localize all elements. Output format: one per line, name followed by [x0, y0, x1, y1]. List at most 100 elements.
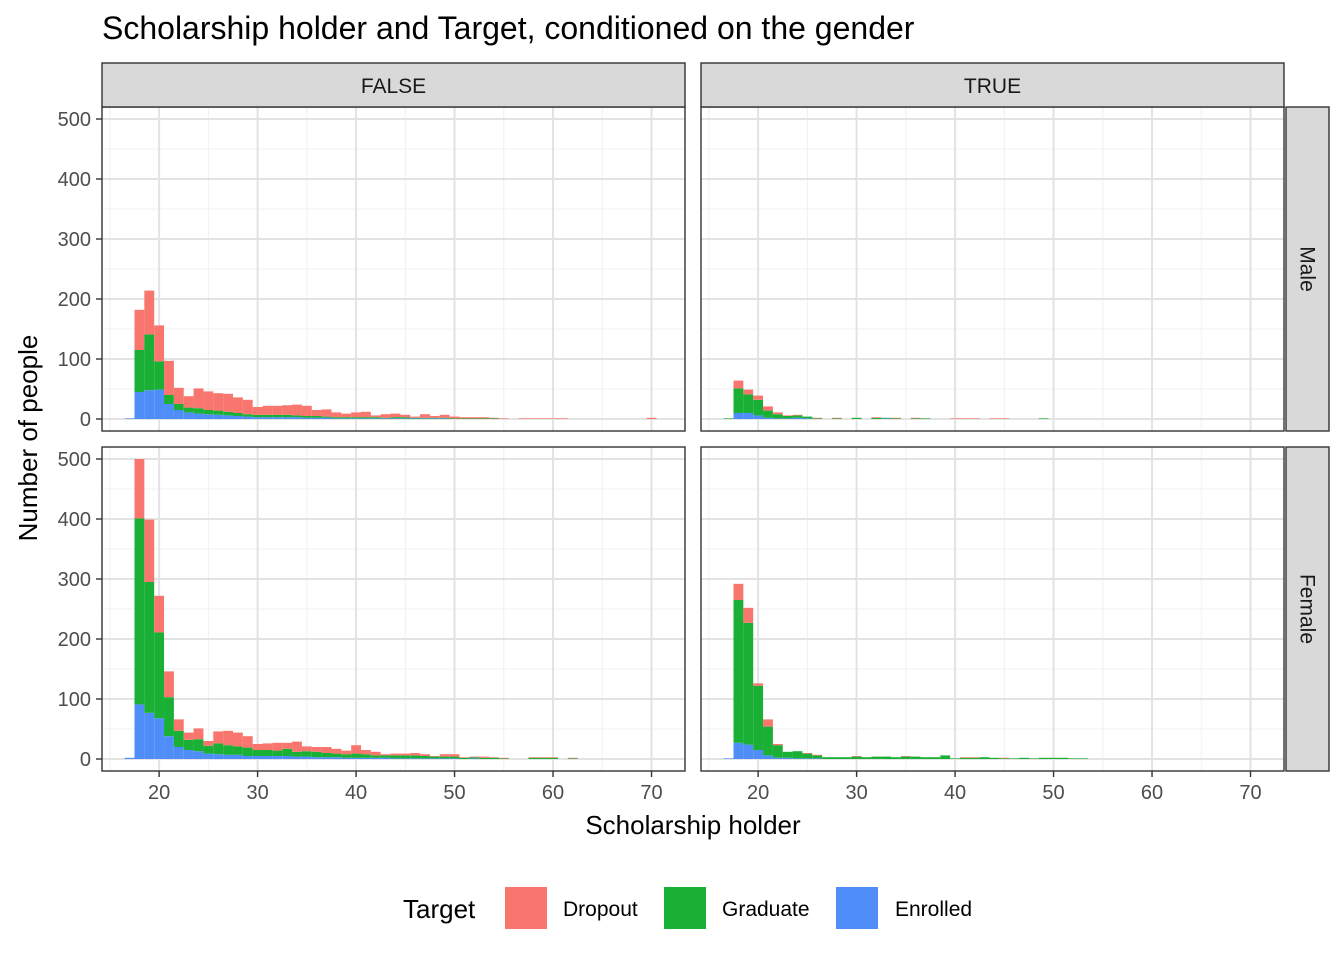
bar-graduate: [400, 417, 411, 419]
bar-enrolled: [420, 758, 430, 759]
bar-graduate: [173, 404, 184, 410]
bar-dropout: [802, 753, 813, 754]
bar-graduate: [743, 622, 754, 745]
panel-border: [101, 446, 686, 772]
bar-graduate: [272, 750, 283, 756]
bar-enrolled: [390, 758, 401, 759]
bar-graduate: [390, 755, 401, 759]
bar-graduate: [851, 417, 862, 419]
bar-dropout: [331, 748, 342, 754]
bar-graduate: [154, 632, 165, 719]
bar-dropout: [380, 754, 391, 756]
bar-enrolled: [183, 750, 194, 759]
legend: Target Dropout Graduate Enrolled: [403, 887, 972, 929]
bar-graduate: [960, 757, 970, 759]
bar-graduate: [1009, 758, 1020, 759]
bar-graduate: [763, 726, 773, 756]
bar-dropout: [144, 290, 155, 335]
bar-graduate: [292, 751, 302, 757]
legend-label: Dropout: [563, 898, 638, 921]
bar-dropout: [400, 753, 411, 756]
bar-graduate: [881, 756, 892, 759]
bar-enrolled: [792, 758, 803, 759]
y-tick-label: 200: [58, 629, 91, 651]
bar-enrolled: [753, 750, 764, 759]
bar-enrolled: [252, 756, 263, 759]
bar-graduate: [154, 361, 165, 390]
bar-enrolled: [183, 412, 194, 419]
bar-graduate: [763, 410, 773, 418]
strip-label: Male: [1296, 246, 1319, 292]
bar-enrolled: [743, 744, 754, 759]
bar-enrolled: [772, 757, 783, 759]
bar-graduate: [567, 758, 578, 759]
bar-enrolled: [282, 756, 293, 759]
legend-item-graduate: Graduate: [664, 887, 810, 929]
x-tick-label: 60: [1141, 782, 1163, 804]
bar-graduate: [223, 411, 233, 416]
bar-enrolled: [272, 756, 283, 759]
bar-graduate: [242, 747, 253, 756]
bar-dropout: [449, 754, 460, 757]
bar-enrolled: [173, 747, 184, 759]
bar-graduate: [861, 757, 872, 759]
bar-enrolled: [733, 742, 744, 759]
bar-enrolled: [331, 757, 342, 759]
bar-enrolled: [144, 712, 155, 759]
bar-dropout: [999, 757, 1010, 759]
bar-dropout: [144, 519, 155, 582]
bar-enrolled: [723, 758, 734, 759]
bar-graduate: [772, 745, 783, 758]
bar-dropout: [743, 607, 754, 623]
bar-graduate: [812, 418, 823, 419]
bar-graduate: [429, 756, 440, 759]
bar-graduate: [479, 418, 490, 419]
bar-dropout: [548, 418, 558, 419]
bar-dropout: [812, 417, 823, 419]
bar-dropout: [763, 719, 773, 727]
bar-dropout: [164, 360, 174, 395]
bar-dropout: [134, 459, 145, 519]
bar-graduate: [331, 753, 342, 758]
axes-layer: 0 100 200 300 400 500 0 100 200 300 400 500 20 30 40 50…: [58, 109, 1262, 804]
bar-enrolled: [213, 754, 224, 759]
bar-enrolled: [193, 751, 204, 759]
bar-graduate: [282, 748, 293, 756]
bar-enrolled: [370, 757, 381, 759]
bar-enrolled: [213, 414, 224, 419]
bar-graduate: [1078, 758, 1089, 759]
y-tick-label: 500: [58, 109, 91, 131]
legend-title: Target: [403, 894, 476, 924]
y-tick-label: 200: [58, 289, 91, 311]
bar-dropout: [528, 418, 539, 419]
bar-graduate: [301, 416, 312, 418]
bar-enrolled: [173, 410, 184, 419]
bar-dropout: [341, 750, 352, 755]
bar-graduate: [900, 756, 911, 759]
bar-enrolled: [772, 418, 783, 419]
bar-graduate: [134, 350, 145, 392]
bar-graduate: [743, 394, 754, 413]
bar-dropout: [871, 417, 882, 418]
bar-graduate: [459, 418, 470, 419]
bar-graduate: [831, 757, 842, 759]
bar-dropout: [489, 417, 499, 419]
bar-graduate: [134, 518, 145, 705]
y-tick-label: 500: [58, 449, 91, 471]
bar-graduate: [538, 757, 549, 759]
bar-graduate: [370, 417, 381, 419]
bar-dropout: [960, 757, 970, 758]
bar-graduate: [164, 697, 174, 737]
bar-graduate: [881, 417, 892, 419]
bar-graduate: [1038, 418, 1049, 419]
bar-enrolled: [321, 417, 332, 419]
bar-dropout: [960, 418, 970, 419]
bar-dropout: [193, 388, 204, 409]
panel-false-female: [101, 446, 686, 772]
bar-enrolled: [124, 757, 135, 759]
bar-dropout: [429, 756, 440, 757]
bar-graduate: [479, 757, 490, 759]
bar-dropout: [252, 407, 263, 415]
bar-graduate: [723, 418, 734, 419]
legend-swatch: [836, 887, 878, 929]
